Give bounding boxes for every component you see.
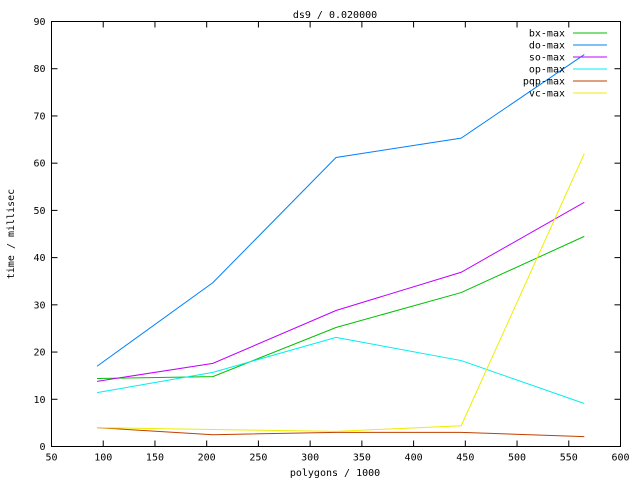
y-axis-label: time / millisec	[6, 189, 17, 279]
x-axis-label: polygons / 1000	[290, 468, 380, 479]
x-tick-label: 500	[508, 453, 526, 464]
y-tick-label: 10	[33, 395, 45, 406]
y-tick-label: 70	[33, 111, 45, 122]
legend-label: pqp-max	[523, 77, 565, 88]
x-tick-label: 250	[249, 453, 267, 464]
x-tick-label: 550	[560, 453, 578, 464]
y-tick-label: 60	[33, 159, 45, 170]
x-tick-label: 600	[611, 453, 629, 464]
y-tick-label: 30	[33, 300, 45, 311]
x-tick-label: 100	[94, 453, 112, 464]
series-line-pqp-max	[96, 427, 585, 438]
plot-border	[51, 21, 621, 447]
legend-label: vc-max	[529, 89, 565, 100]
y-tick-label: 0	[39, 442, 45, 453]
y-tick-label: 20	[33, 348, 45, 359]
x-tick-label: 300	[301, 453, 319, 464]
legend-label: do-max	[529, 41, 565, 52]
y-tick-label: 40	[33, 253, 45, 264]
x-tick-label: 350	[353, 453, 371, 464]
chart-title: ds9 / 0.020000	[293, 10, 377, 21]
legend-label: bx-max	[529, 29, 565, 40]
x-tick-label: 400	[405, 453, 423, 464]
series-line-do-max	[96, 54, 585, 367]
x-tick-label: 50	[45, 453, 57, 464]
x-tick-label: 200	[198, 453, 216, 464]
series-line-so-max	[96, 201, 585, 382]
y-tick-label: 80	[33, 64, 45, 75]
legend-label: op-max	[529, 65, 565, 76]
series-line-op-max	[96, 336, 585, 404]
legend-label: so-max	[529, 53, 565, 64]
series-line-vc-max	[97, 153, 585, 432]
y-tick-label: 90	[33, 17, 45, 28]
x-tick-label: 450	[456, 453, 474, 464]
x-tick-label: 150	[146, 453, 164, 464]
series-line-bx-max	[97, 235, 585, 379]
y-tick-label: 50	[33, 206, 45, 217]
